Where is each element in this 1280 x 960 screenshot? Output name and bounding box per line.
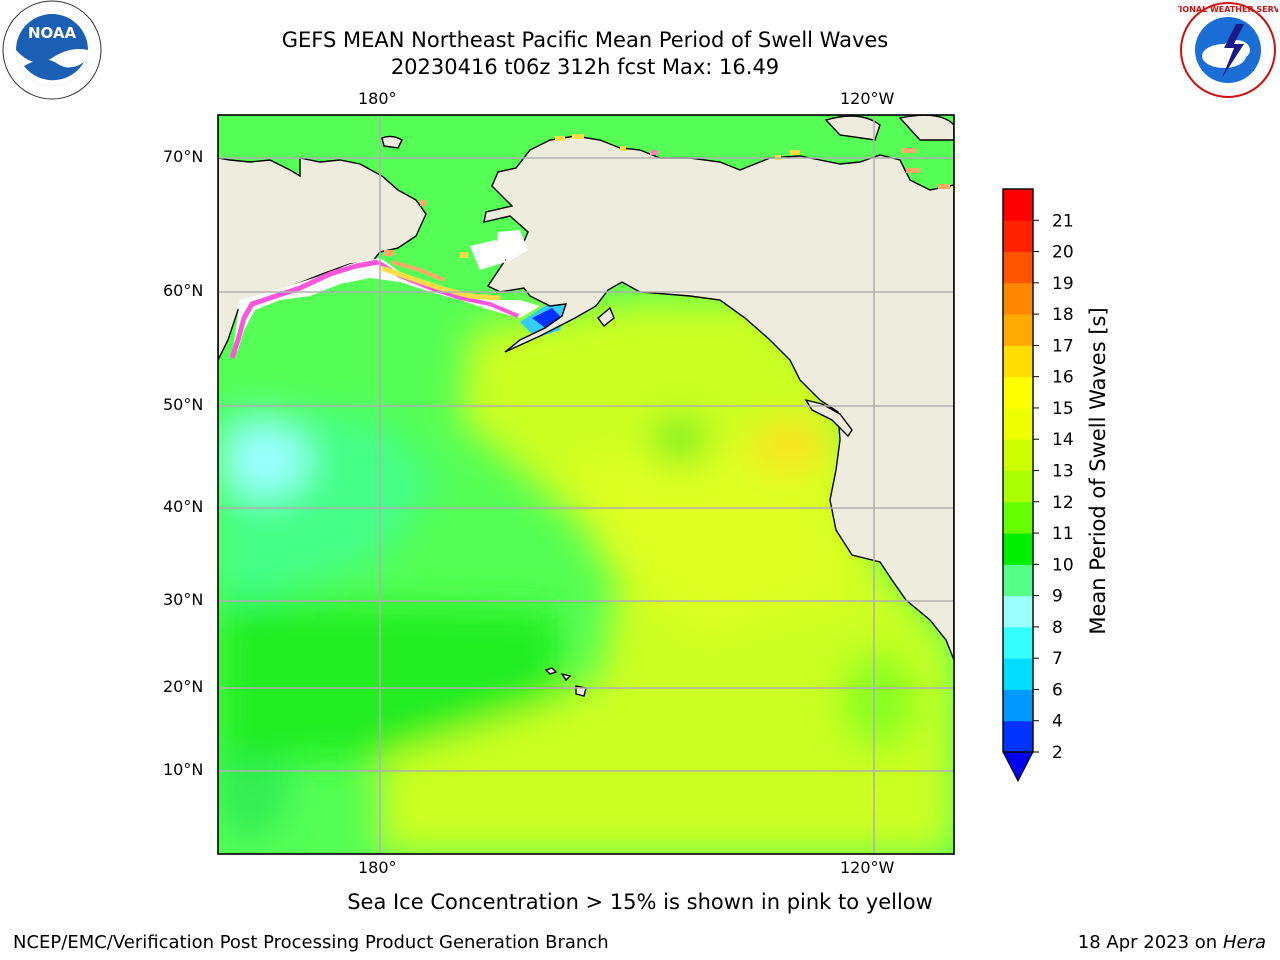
colorbar-tick-label: 14 xyxy=(1052,430,1074,450)
colorbar-box xyxy=(1003,282,1033,315)
colorbar-tick-label: 15 xyxy=(1052,399,1074,419)
colorbar-box xyxy=(1003,658,1033,690)
graticule xyxy=(218,115,954,854)
lat-label-40n: 40°N xyxy=(163,497,204,516)
lon-label-bottom-180: 180° xyxy=(358,858,397,877)
colorbar-tick-label: 19 xyxy=(1052,274,1074,294)
colorbar-box xyxy=(1003,314,1033,346)
colorbar-box xyxy=(1003,470,1033,503)
colorbar-box xyxy=(1003,626,1033,659)
colorbar-box xyxy=(1003,407,1033,440)
lat-label-20n: 20°N xyxy=(163,677,204,696)
colorbar-tick-label: 12 xyxy=(1052,493,1074,513)
colorbar-box xyxy=(1003,220,1033,253)
noaa-logo: NOAA xyxy=(2,0,102,100)
colorbar-tick-label: 16 xyxy=(1052,368,1074,388)
colorbar-tick-label: 6 xyxy=(1052,680,1063,700)
lat-label-30n: 30°N xyxy=(163,590,204,609)
map-subtitle: 20230416 t06z 312h fcst Max: 16.49 xyxy=(390,55,780,79)
colorbar-tick-label: 17 xyxy=(1052,336,1074,356)
colorbar-tick-label: 8 xyxy=(1052,618,1063,638)
colorbar-under-arrow xyxy=(1002,751,1034,783)
colorbar-box xyxy=(1003,533,1033,565)
colorbar-box xyxy=(1003,345,1033,378)
colorbar-box xyxy=(1003,689,1033,722)
colorbar-box xyxy=(1003,376,1033,409)
svg-text:NATIONAL WEATHER SERVICE: NATIONAL WEATHER SERVICE xyxy=(1178,5,1278,14)
footer-credit: NCEP/EMC/Verification Post Processing Pr… xyxy=(13,932,609,953)
colorbar-box xyxy=(1003,720,1033,753)
colorbar-tick-label: 2 xyxy=(1052,743,1063,763)
colorbar-box xyxy=(1003,595,1033,628)
swell-period-field xyxy=(218,300,954,854)
colorbar-tick-label: 18 xyxy=(1052,305,1074,325)
footer-date: 18 Apr 2023 on Hera xyxy=(1078,932,1266,953)
sea-ice-caption: Sea Ice Concentration > 15% is shown in … xyxy=(347,890,933,914)
nws-logo: NATIONAL WEATHER SERVICE xyxy=(1178,2,1278,98)
colorbar-box xyxy=(1003,501,1033,534)
lat-label-70n: 70°N xyxy=(163,147,204,166)
colorbar-box xyxy=(1003,439,1033,471)
colorbar-box xyxy=(1003,251,1033,284)
lat-label-50n: 50°N xyxy=(163,395,204,414)
map-frame xyxy=(217,114,955,855)
colorbar-tick-label: 13 xyxy=(1052,462,1074,482)
footer-date-text: 18 Apr 2023 on xyxy=(1077,932,1223,953)
colorbar-tick-label: 20 xyxy=(1052,243,1074,263)
colorbar-tick-label: 11 xyxy=(1052,524,1074,544)
colorbar-tick-label: 10 xyxy=(1052,555,1074,575)
lat-label-10n: 10°N xyxy=(163,760,204,779)
colorbar-tick-label: 21 xyxy=(1052,211,1074,231)
map-title: GEFS MEAN Northeast Pacific Mean Period … xyxy=(281,28,889,52)
lon-label-top-120w: 120°W xyxy=(840,89,895,108)
colorbar-label: Mean Period of Swell Waves [s] xyxy=(1086,307,1110,634)
colorbar-box xyxy=(1003,564,1033,597)
colorbar-tick-label: 7 xyxy=(1052,649,1063,669)
colorbar-tick-label: 4 xyxy=(1052,712,1063,732)
lon-label-top-180: 180° xyxy=(358,89,397,108)
colorbar-tick-label: 9 xyxy=(1052,587,1063,607)
lat-label-60n: 60°N xyxy=(163,281,204,300)
footer-host: Hera xyxy=(1222,932,1266,953)
lon-label-bottom-120w: 120°W xyxy=(840,858,895,877)
svg-text:NOAA: NOAA xyxy=(28,24,77,42)
colorbar-box xyxy=(1003,189,1033,221)
sea-ice-edge xyxy=(229,259,379,359)
